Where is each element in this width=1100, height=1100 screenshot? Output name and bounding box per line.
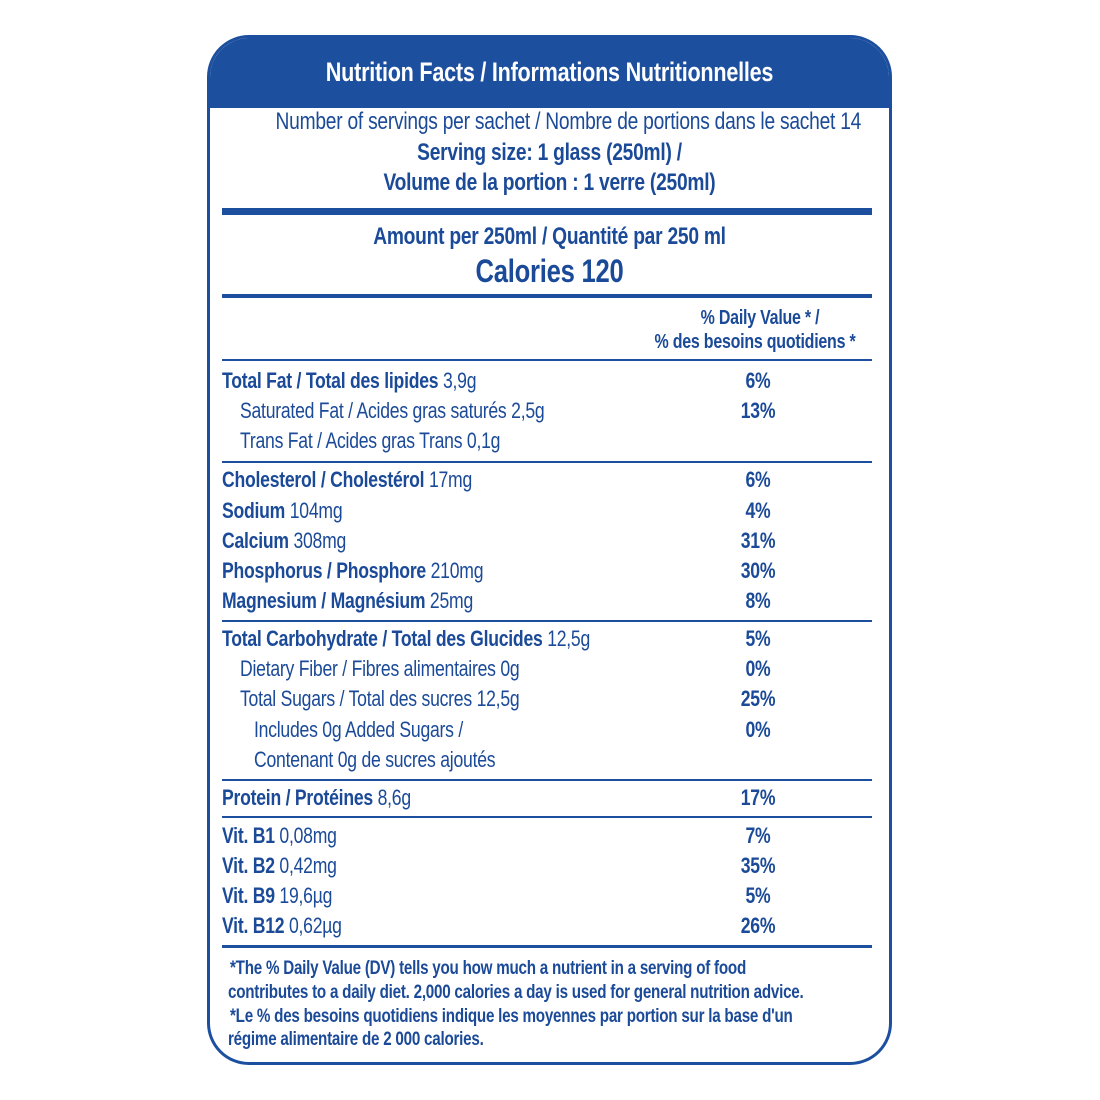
name: Trans Fat / Acides gras Trans xyxy=(240,428,463,453)
name: Protein / Protéines xyxy=(222,785,373,810)
nutrient-name: Includes 0g Added Sugars / xyxy=(254,717,463,743)
divider xyxy=(222,620,872,622)
footnote-line: *Le % des besoins quotidiens indique les… xyxy=(230,1006,793,1027)
footnote-line: contributes to a daily diet. 2,000 calor… xyxy=(228,982,804,1003)
amount: 12,5g xyxy=(476,686,520,711)
nutrient-name: Total Fat / Total des lipides 3,9g xyxy=(222,368,477,394)
title: Nutrition Facts / Informations Nutrition… xyxy=(325,57,774,87)
dv-header-fr: % des besoins quotidiens * xyxy=(654,331,856,353)
nutrient-name: Total Carbohydrate / Total des Glucides … xyxy=(222,626,590,652)
name: Phosphorus / Phosphore xyxy=(222,558,426,583)
name: Total Sugars / Total des sucres xyxy=(240,686,472,711)
nutrient-name: Cholesterol / Cholestérol 17mg xyxy=(222,467,472,493)
name: Vit. B12 xyxy=(222,913,285,938)
amount: 19,6µg xyxy=(279,883,333,908)
daily-value: 6% xyxy=(745,368,771,393)
daily-value: 5% xyxy=(745,883,771,908)
name: Calcium xyxy=(222,528,289,553)
amount: 210mg xyxy=(430,558,484,583)
daily-value: 5% xyxy=(745,626,771,651)
divider xyxy=(222,461,872,463)
divider xyxy=(222,945,872,948)
divider xyxy=(222,779,872,781)
name: Dietary Fiber / Fibres alimentaires xyxy=(240,656,496,681)
name: Total Carbohydrate / Total des Glucides xyxy=(222,626,543,651)
amount: 0,08mg xyxy=(279,823,337,848)
name: Sodium xyxy=(222,498,286,523)
name: Saturated Fat / Acides gras saturés xyxy=(240,398,507,423)
nutrient-name: Protein / Protéines 8,6g xyxy=(222,785,411,811)
divider xyxy=(222,294,872,298)
nutrient-name: Trans Fat / Acides gras Trans 0,1g xyxy=(240,428,500,454)
name: Includes 0g Added Sugars / xyxy=(254,717,464,742)
name: Total Fat / Total des lipides xyxy=(222,368,439,393)
nutrient-name: Sodium 104mg xyxy=(222,498,343,524)
daily-value: 26% xyxy=(740,913,776,938)
daily-value: 17% xyxy=(740,785,776,810)
divider xyxy=(222,359,872,361)
amount: 0,42mg xyxy=(279,853,337,878)
dv-header: % Daily Value * / xyxy=(700,307,820,329)
serving-size-fr: Volume de la portion : 1 verre (250ml) xyxy=(383,169,716,196)
daily-value: 13% xyxy=(740,398,776,423)
name: Magnesium / Magnésium xyxy=(222,588,426,613)
daily-value: 25% xyxy=(740,686,776,711)
amount: 104mg xyxy=(289,498,343,523)
amount: 0,62µg xyxy=(288,913,342,938)
name: Cholesterol / Cholestérol xyxy=(222,467,425,492)
nutrient-name: Vit. B9 19,6µg xyxy=(222,883,332,909)
daily-value: 7% xyxy=(745,823,771,848)
amount: 308mg xyxy=(293,528,347,553)
daily-value: 31% xyxy=(740,528,776,553)
daily-value: 8% xyxy=(745,588,771,613)
amount: 25mg xyxy=(429,588,473,613)
header-band xyxy=(210,38,889,108)
amount: 2,5g xyxy=(511,398,545,423)
name: Vit. B1 xyxy=(222,823,275,848)
nutrient-name: Total Sugars / Total des sucres 12,5g xyxy=(240,686,520,712)
calories: Calories 120 xyxy=(475,253,624,289)
servings-per-sachet: Number of servings per sachet / Nombre d… xyxy=(275,108,862,135)
amount: 0,1g xyxy=(466,428,501,453)
daily-value: 0% xyxy=(745,656,771,681)
footnote-line: *The % Daily Value (DV) tells you how mu… xyxy=(230,958,747,979)
serving-size: Serving size: 1 glass (250ml) / xyxy=(417,139,682,166)
divider xyxy=(222,208,872,215)
footnote-line: régime alimentaire de 2 000 calories. xyxy=(228,1029,484,1050)
nutrient-name: Contenant 0g de sucres ajoutés xyxy=(254,747,496,772)
divider xyxy=(222,816,872,818)
nutrient-name: Vit. B2 0,42mg xyxy=(222,853,337,879)
daily-value: 35% xyxy=(740,853,776,878)
amount: 12,5g xyxy=(547,626,591,651)
daily-value: 0% xyxy=(745,717,771,742)
amount: 8,6g xyxy=(377,785,412,810)
daily-value: 6% xyxy=(745,467,771,492)
daily-value: 30% xyxy=(740,558,776,583)
name: Vit. B2 xyxy=(222,853,275,878)
amount: 0g xyxy=(500,656,520,681)
amount: 3,9g xyxy=(442,368,477,393)
nutrient-name: Saturated Fat / Acides gras saturés 2,5g xyxy=(240,398,545,424)
amount-per: Amount per 250ml / Quantité par 250 ml xyxy=(373,223,726,250)
nutrient-name: Phosphorus / Phosphore 210mg xyxy=(222,558,484,584)
daily-value: 4% xyxy=(745,498,771,523)
nutrient-name: Calcium 308mg xyxy=(222,528,346,554)
nutrient-name: Dietary Fiber / Fibres alimentaires 0g xyxy=(240,656,520,682)
amount: 17mg xyxy=(428,467,473,492)
nutrition-label xyxy=(207,35,892,1065)
nutrient-name: Vit. B12 0,62µg xyxy=(222,913,342,939)
nutrient-name: Magnesium / Magnésium 25mg xyxy=(222,588,473,614)
name: Vit. B9 xyxy=(222,883,275,908)
nutrient-name: Vit. B1 0,08mg xyxy=(222,823,337,849)
